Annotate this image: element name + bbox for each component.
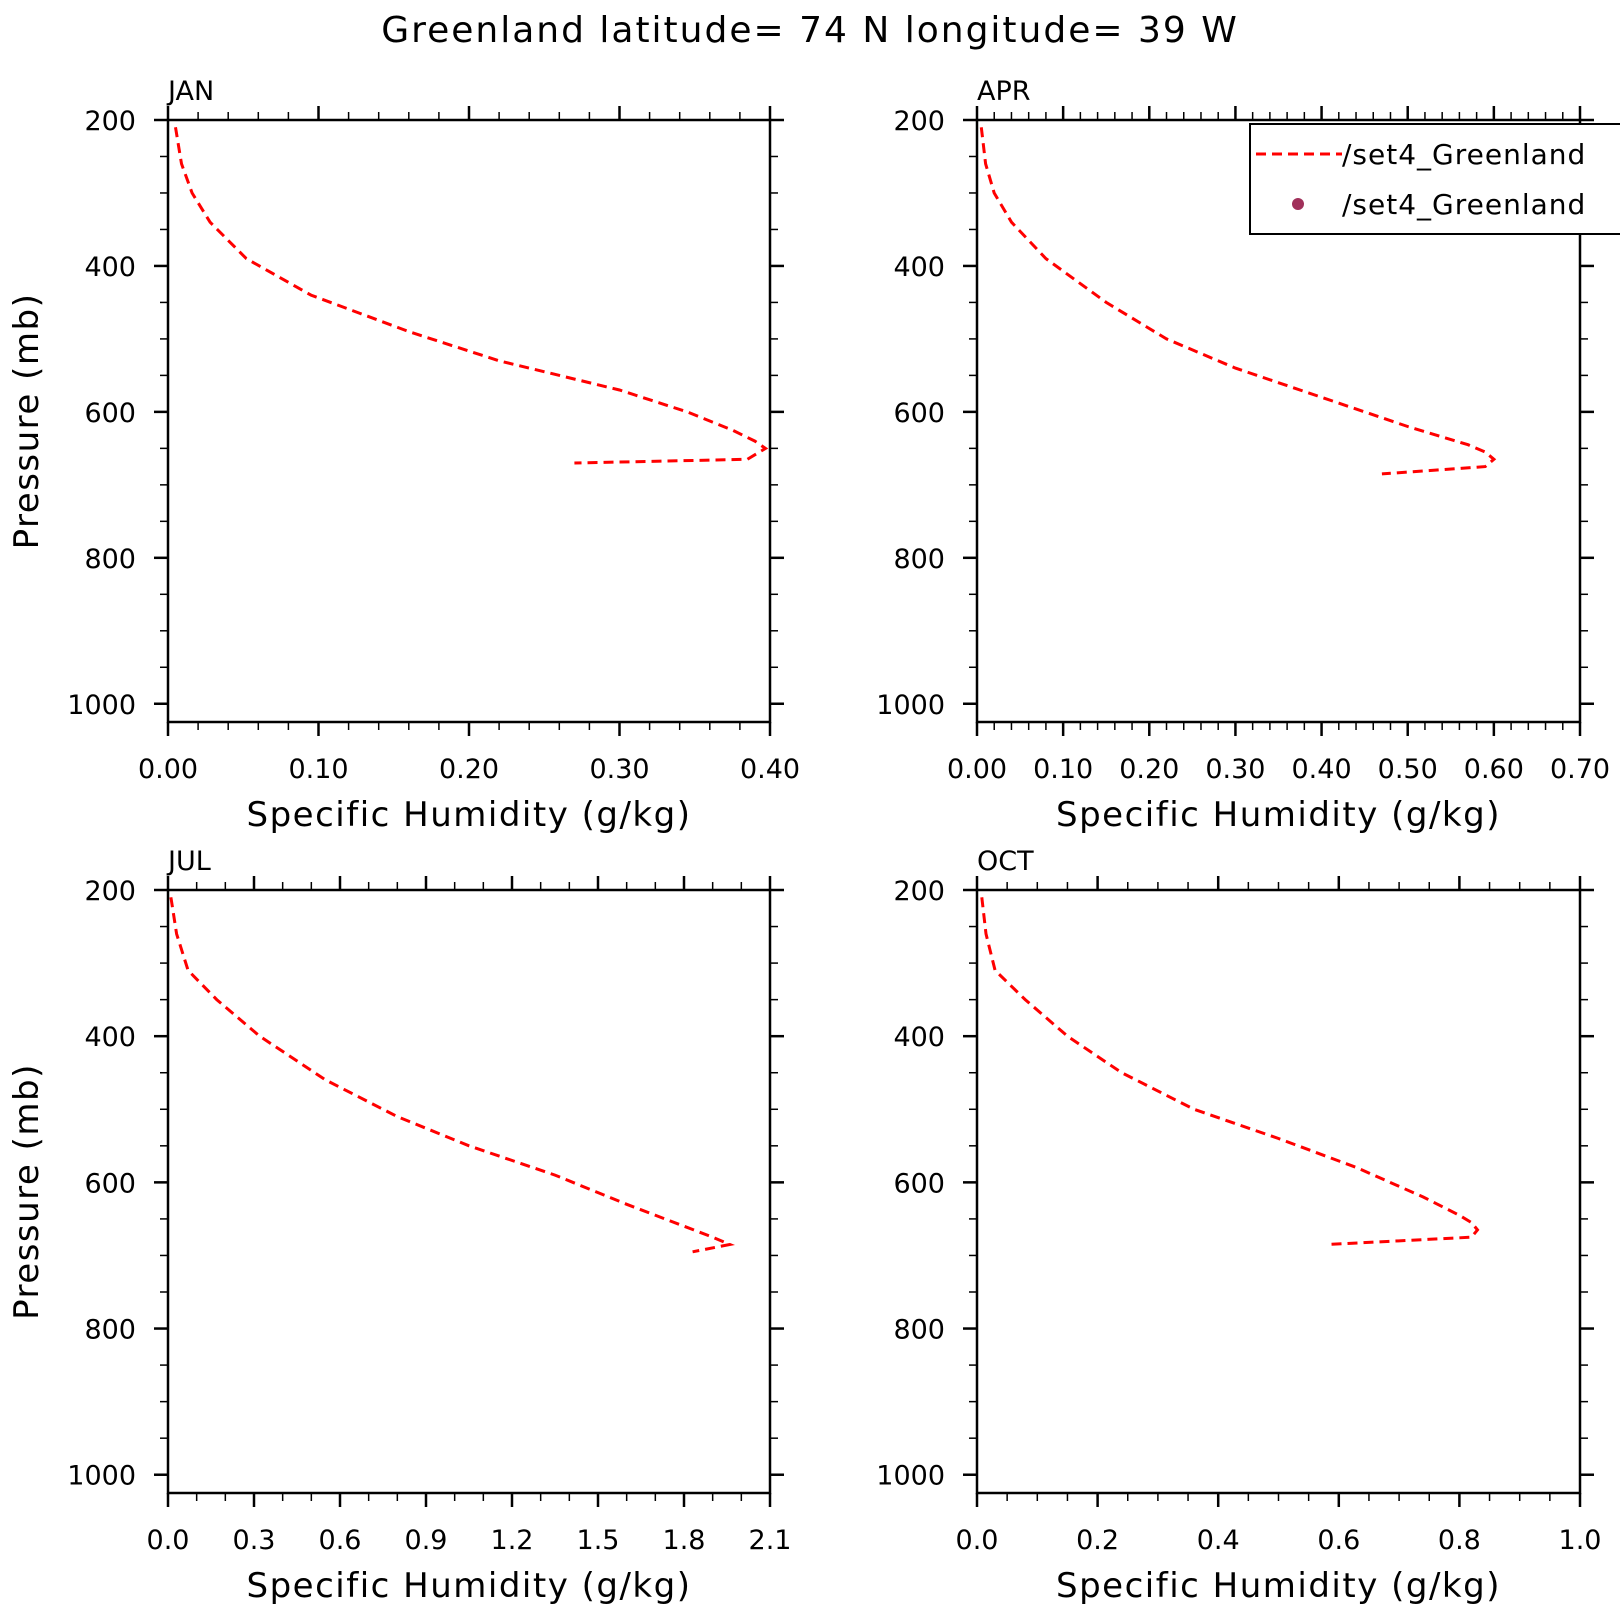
x-tick-label: 0.20 (1119, 754, 1179, 785)
figure-title: Greenland latitude= 74 N longitude= 39 W (381, 10, 1239, 51)
y-tick-label: 800 (893, 1315, 945, 1346)
x-tick-label: 0.6 (1317, 1525, 1360, 1556)
legend: /set4_Greenland/set4_Greenland (1249, 123, 1620, 235)
plot-frame (166, 888, 772, 1495)
x-axis-label: Specific Humidity (g/kg) (1056, 1566, 1501, 1606)
y-tick-label: 600 (84, 1168, 136, 1199)
series-line (979, 127, 1497, 476)
panel-label: JAN (166, 76, 214, 107)
x-tick-label: 0.2 (1076, 1525, 1119, 1556)
x-tick-label: 1.2 (491, 1525, 534, 1556)
panels: 0.00 0.10 0.20 0.30 0.40 200 400 600 800 1000 JAN S… (7, 76, 1610, 1606)
plot-frame (975, 888, 1582, 1495)
x-tick-label: 0.10 (288, 754, 348, 785)
x-tick-label: 0.8 (1438, 1525, 1481, 1556)
y-tick-label: 800 (893, 544, 945, 575)
y-tick-label: 400 (84, 1022, 136, 1053)
x-tick-label: 1.0 (1559, 1525, 1602, 1556)
series-line (169, 897, 735, 1254)
x-tick-label: 0.0 (956, 1525, 999, 1556)
y-tick-label: 200 (893, 106, 945, 137)
x-tick-label: 0.30 (1205, 754, 1265, 785)
x-tick-label: 0.00 (947, 754, 1007, 785)
series-line (174, 127, 769, 465)
y-tick-label: 1000 (876, 690, 945, 721)
x-tick-label: 0.60 (1464, 754, 1524, 785)
x-axis-label: Specific Humidity (g/kg) (1056, 795, 1501, 835)
x-tick-label: 0.9 (405, 1525, 448, 1556)
y-tick-label: 1000 (67, 690, 136, 721)
x-axis-label: Specific Humidity (g/kg) (247, 1566, 692, 1606)
y-tick-label: 400 (84, 252, 136, 283)
x-tick-label: 0.0 (147, 1525, 190, 1556)
x-tick-label: 0.70 (1550, 754, 1610, 785)
panel-label: JUL (166, 846, 211, 877)
x-tick-label: 0.4 (1197, 1525, 1240, 1556)
y-tick-label: 400 (893, 252, 945, 283)
plot-frame (166, 118, 772, 724)
x-tick-label: 0.20 (439, 754, 499, 785)
y-axis-label: Pressure (mb) (7, 1063, 47, 1320)
panel-label: APR (977, 76, 1031, 107)
panel-jul: 0.0 0.3 0.6 0.9 1.2 1.5 1.8 2.1 200 400 600 800 1000… (7, 846, 791, 1606)
y-tick-label: 1000 (876, 1461, 945, 1492)
x-tick-label: 0.6 (319, 1525, 362, 1556)
y-tick-label: 600 (893, 1168, 945, 1199)
panel-label: OCT (977, 846, 1034, 877)
legend-box (1249, 123, 1620, 235)
x-tick-label: 0.40 (1292, 754, 1352, 785)
x-axis-label: Specific Humidity (g/kg) (247, 795, 692, 835)
y-tick-label: 600 (84, 398, 136, 429)
x-tick-label: 1.8 (663, 1525, 706, 1556)
y-tick-label: 1000 (67, 1461, 136, 1492)
x-tick-label: 0.10 (1033, 754, 1093, 785)
x-tick-label: 1.5 (577, 1525, 620, 1556)
plot-frame (975, 118, 1582, 724)
y-tick-label: 800 (84, 544, 136, 575)
y-tick-label: 200 (893, 876, 945, 907)
y-tick-label: 600 (893, 398, 945, 429)
x-tick-label: 2.1 (749, 1525, 792, 1556)
series-line (980, 897, 1480, 1246)
x-tick-label: 0.30 (589, 754, 649, 785)
panel-apr: 0.00 0.10 0.20 0.30 0.40 0.50 0.60 0.70 200 400 60… (876, 76, 1610, 835)
y-tick-label: 200 (84, 876, 136, 907)
x-tick-label: 0.00 (138, 754, 198, 785)
y-tick-label: 800 (84, 1315, 136, 1346)
panel-jan: 0.00 0.10 0.20 0.30 0.40 200 400 600 800 1000 JAN S… (7, 76, 800, 835)
x-tick-label: 0.40 (740, 754, 800, 785)
x-tick-label: 0.50 (1378, 754, 1438, 785)
legend-entry-label: /set4_Greenland (1342, 188, 1586, 221)
y-tick-label: 200 (84, 106, 136, 137)
y-tick-label: 400 (893, 1022, 945, 1053)
legend-dot-swatch (1292, 198, 1304, 210)
x-tick-label: 0.3 (233, 1525, 276, 1556)
panel-oct: 0.0 0.2 0.4 0.6 0.8 1.0 200 400 600 800 1000 OCT Spe… (876, 846, 1601, 1606)
y-axis-label: Pressure (mb) (7, 293, 47, 550)
legend-entry-label: /set4_Greenland (1342, 138, 1586, 171)
